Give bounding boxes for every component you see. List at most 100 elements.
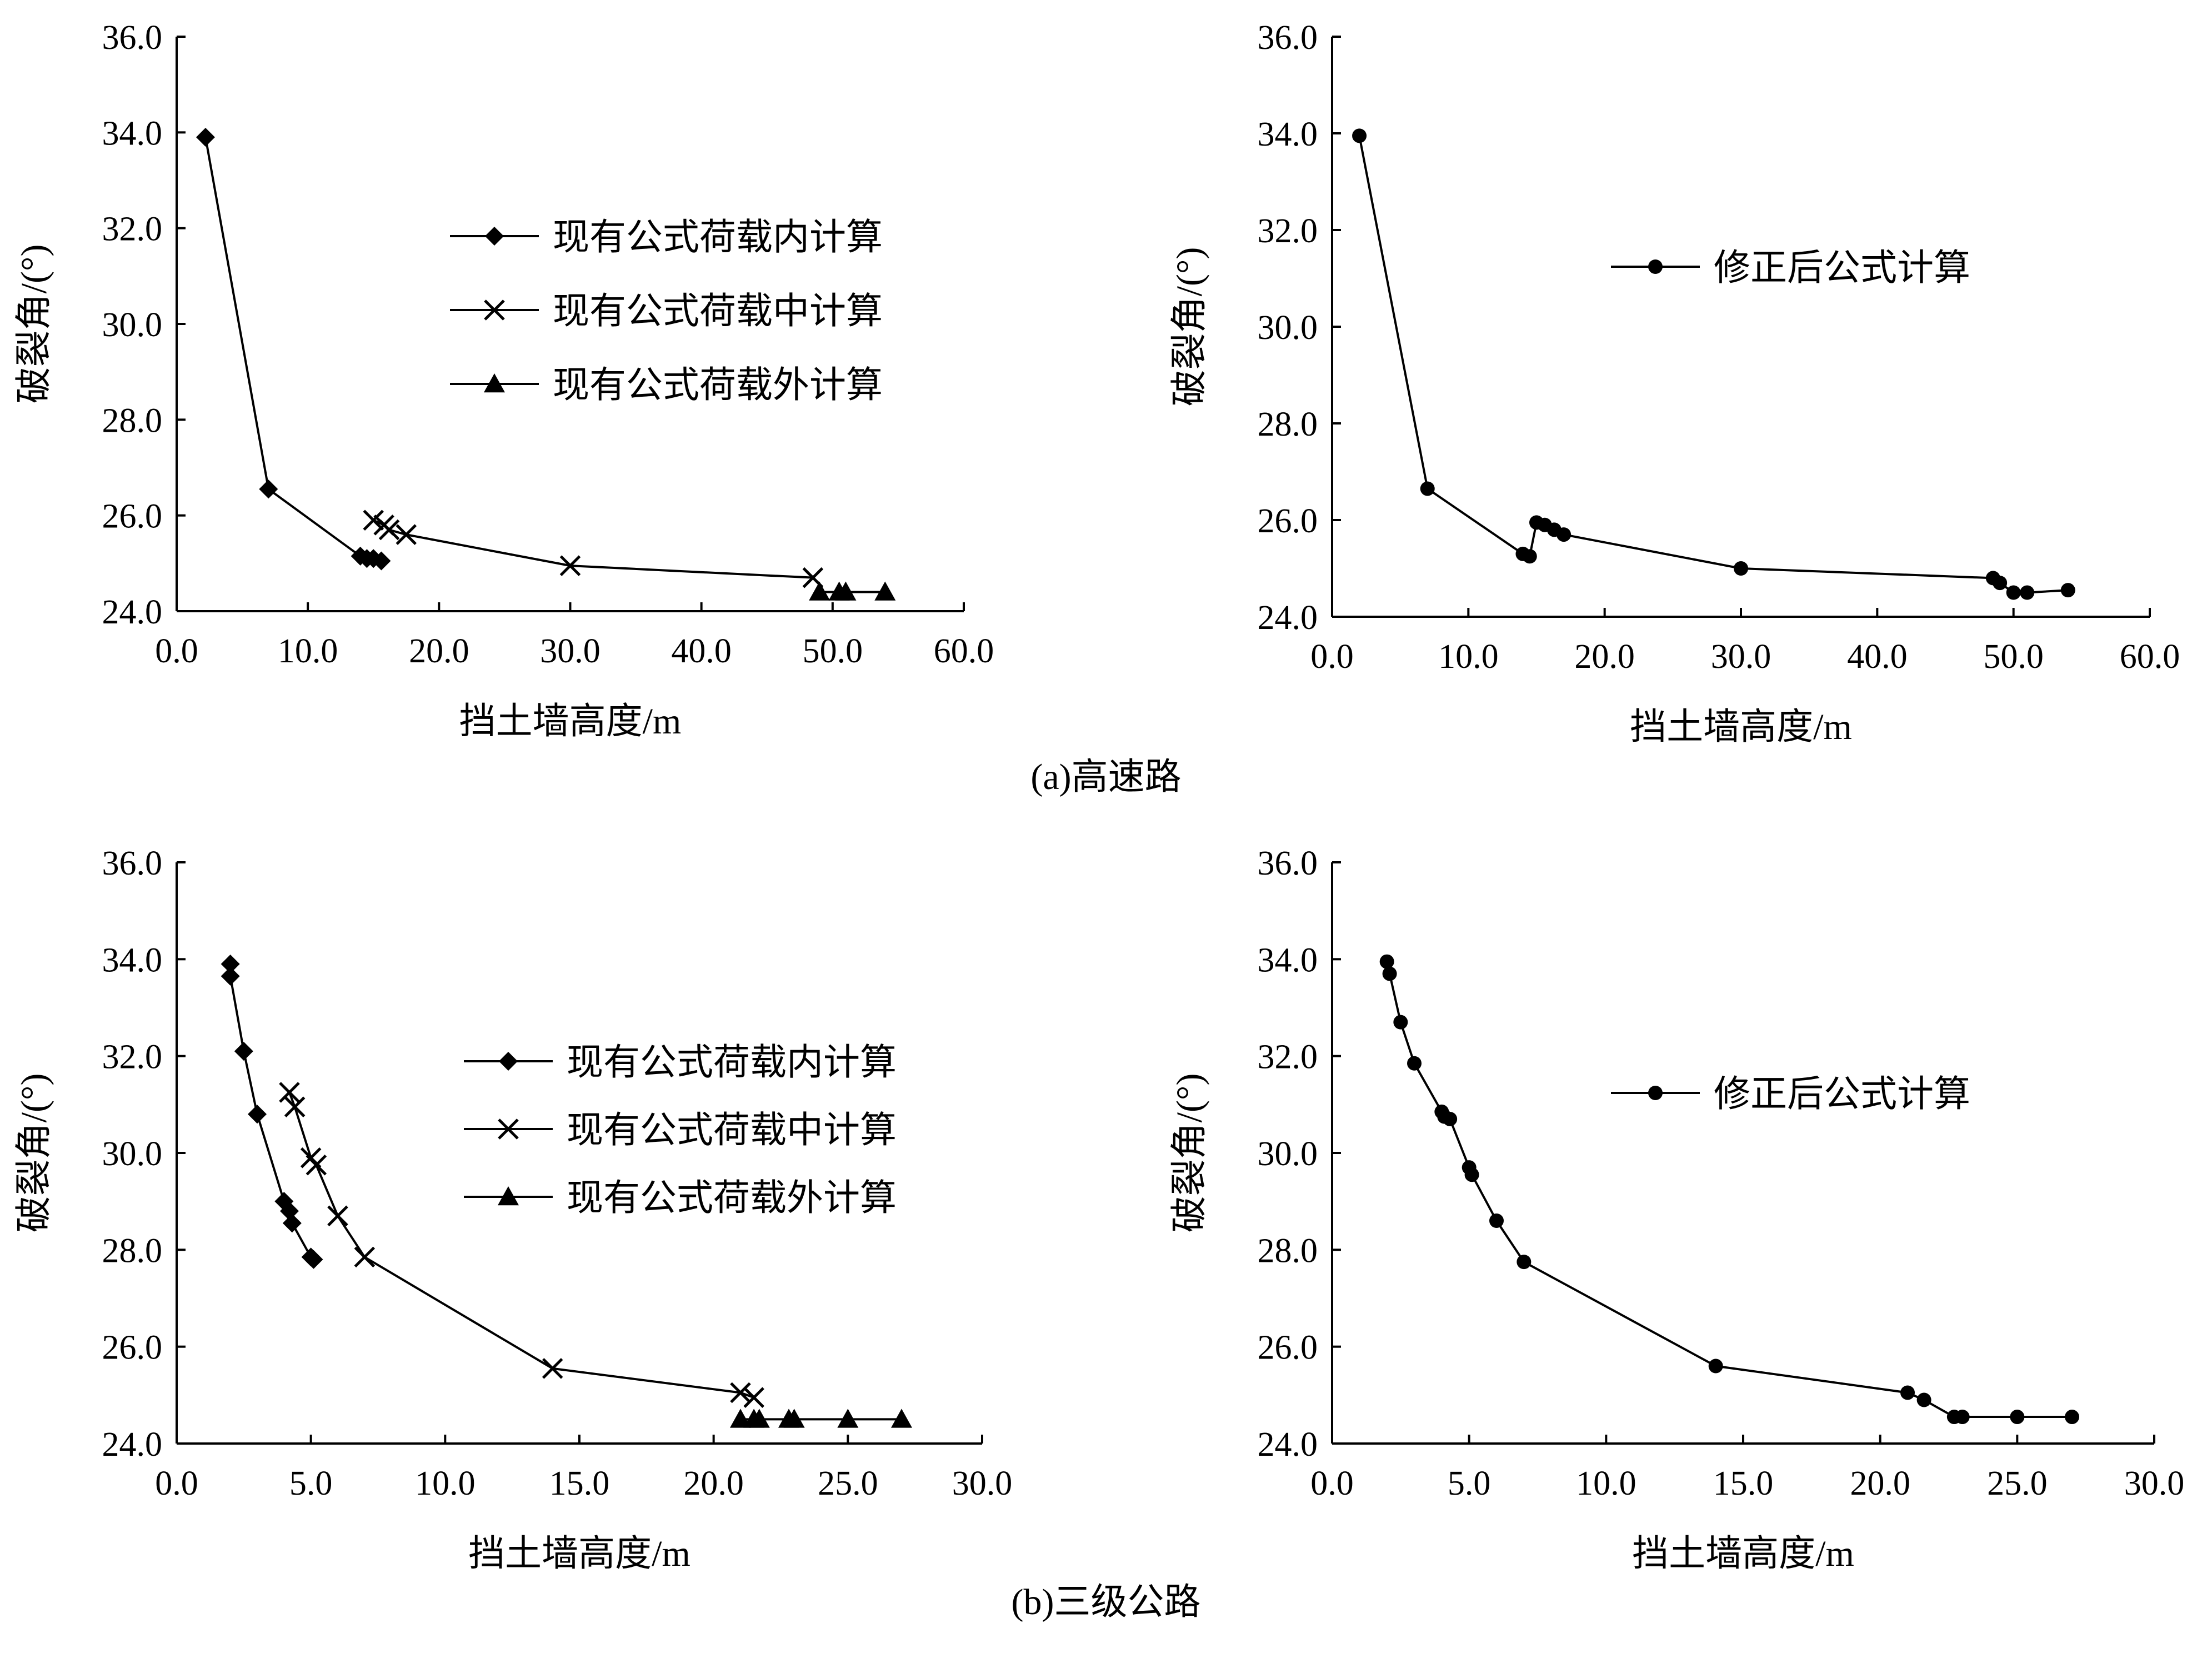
legend-label: 修正后公式计算 (1714, 248, 1970, 288)
x-tick-label: 15.0 (1713, 1465, 1774, 1502)
data-point (1900, 1385, 1915, 1400)
y-tick-label: 32.0 (102, 1038, 163, 1076)
data-point (1522, 549, 1537, 564)
y-tick-label: 32.0 (102, 211, 163, 248)
y-axis-label: 破裂角/(°) (1169, 1073, 1210, 1233)
y-axis-label: 破裂角/(°) (14, 244, 54, 404)
series-line (1385, 961, 2072, 1419)
data-point (2010, 1410, 2025, 1425)
y-tick-label: 36.0 (102, 19, 163, 57)
caption-top: (a)高速路 (1030, 757, 1181, 797)
data-point (396, 524, 417, 545)
data-point (837, 1409, 859, 1428)
data-point (1557, 527, 1572, 542)
data-point (306, 1155, 327, 1176)
legend-marker (1648, 259, 1663, 274)
legend-label: 现有公式荷载内计算 (567, 1042, 897, 1083)
x-tick-label: 5.0 (1448, 1465, 1491, 1502)
data-point (809, 581, 830, 601)
legend-label: 修正后公式计算 (1714, 1074, 1970, 1115)
x-axis-label: 挡土墙高度/m (1630, 707, 1852, 747)
x-tick-label: 60.0 (2120, 638, 2180, 676)
x-tick-label: 10.0 (278, 632, 338, 670)
data-point (730, 1382, 751, 1404)
data-point (234, 1041, 253, 1061)
legend-marker (485, 227, 504, 246)
data-point (372, 551, 391, 571)
data-point (1993, 576, 2008, 591)
x-tick-label: 10.0 (1438, 638, 1499, 676)
y-tick-label: 28.0 (102, 1232, 163, 1270)
data-point (1955, 1410, 1970, 1425)
data-point (1734, 561, 1748, 576)
data-point (2006, 585, 2021, 600)
x-tick-label: 0.0 (155, 1465, 198, 1502)
y-tick-label: 28.0 (1258, 1232, 1318, 1270)
data-point (259, 480, 278, 499)
chart-1: 24.0 26.0 28.0 30.0 32.0 34.0 36.0 0.0 10.0 20.0 3… (14, 19, 994, 742)
data-point (282, 1213, 302, 1233)
chart-2: 24.0 26.0 28.0 30.0 32.0 34.0 36.0 0.0 10.0 20.0 3… (1169, 19, 2180, 747)
data-point (354, 1246, 376, 1268)
y-tick-label: 26.0 (102, 498, 163, 536)
series-1 (1352, 128, 2075, 600)
legend-label: 现有公式荷载外计算 (553, 365, 883, 406)
data-point (542, 1358, 563, 1379)
x-tick-label: 50.0 (803, 632, 863, 670)
data-point (1916, 1392, 1931, 1407)
legend-marker (499, 1052, 518, 1071)
legend-label: 现有公式荷载中计算 (567, 1110, 897, 1151)
data-point (1708, 1359, 1723, 1374)
series-1 (1379, 954, 2079, 1425)
data-point (743, 1387, 764, 1408)
x-tick-label: 60.0 (934, 632, 994, 670)
y-tick-label: 30.0 (102, 1135, 163, 1173)
series-line (1358, 135, 2068, 594)
data-point (1393, 1015, 1408, 1030)
x-tick-label: 40.0 (1847, 638, 1908, 676)
y-tick-label: 34.0 (1258, 941, 1318, 979)
legend-marker (484, 373, 505, 393)
data-point (284, 1096, 306, 1117)
y-tick-label: 30.0 (102, 306, 163, 344)
data-point (1517, 1255, 1532, 1270)
x-tick-label: 30.0 (2124, 1465, 2185, 1502)
y-axis-label: 破裂角/(°) (14, 1073, 54, 1233)
x-tick-label: 5.0 (289, 1465, 333, 1502)
data-point (2060, 583, 2075, 598)
series-3 (730, 1409, 912, 1428)
data-point (730, 1409, 751, 1428)
x-tick-label: 20.0 (683, 1465, 744, 1502)
chart-3: 24.0 26.0 28.0 30.0 32.0 34.0 36.0 0.0 5.0 10.0 15… (14, 845, 1012, 1574)
y-tick-label: 36.0 (1258, 19, 1318, 57)
y-tick-label: 24.0 (1258, 599, 1318, 637)
data-point (748, 1409, 770, 1428)
x-tick-label: 15.0 (549, 1465, 610, 1502)
y-axis-label: 破裂角/(°) (1169, 247, 1210, 407)
x-axis-label: 挡土墙高度/m (1632, 1534, 1854, 1574)
data-point (248, 1105, 267, 1124)
data-point (1407, 1056, 1422, 1071)
x-tick-label: 30.0 (540, 632, 600, 670)
x-tick-label: 25.0 (1987, 1465, 2048, 1502)
data-point (196, 127, 215, 147)
data-point (1420, 481, 1435, 496)
data-point (2020, 585, 2035, 600)
data-point (783, 1409, 805, 1428)
series-1 (196, 127, 391, 571)
legend-label: 现有公式荷载外计算 (567, 1178, 897, 1218)
x-axis-label: 挡土墙高度/m (468, 1534, 690, 1574)
y-tick-label: 24.0 (102, 593, 163, 631)
data-point (1443, 1111, 1458, 1126)
data-point (327, 1205, 348, 1227)
y-tick-label: 28.0 (102, 402, 163, 440)
data-point (1464, 1167, 1479, 1182)
y-tick-label: 26.0 (102, 1329, 163, 1367)
series-2 (279, 1082, 764, 1408)
y-tick-label: 32.0 (1258, 212, 1318, 250)
y-tick-label: 34.0 (102, 941, 163, 979)
x-tick-label: 20.0 (409, 632, 469, 670)
series-line (373, 519, 813, 579)
data-point (1379, 954, 1394, 969)
